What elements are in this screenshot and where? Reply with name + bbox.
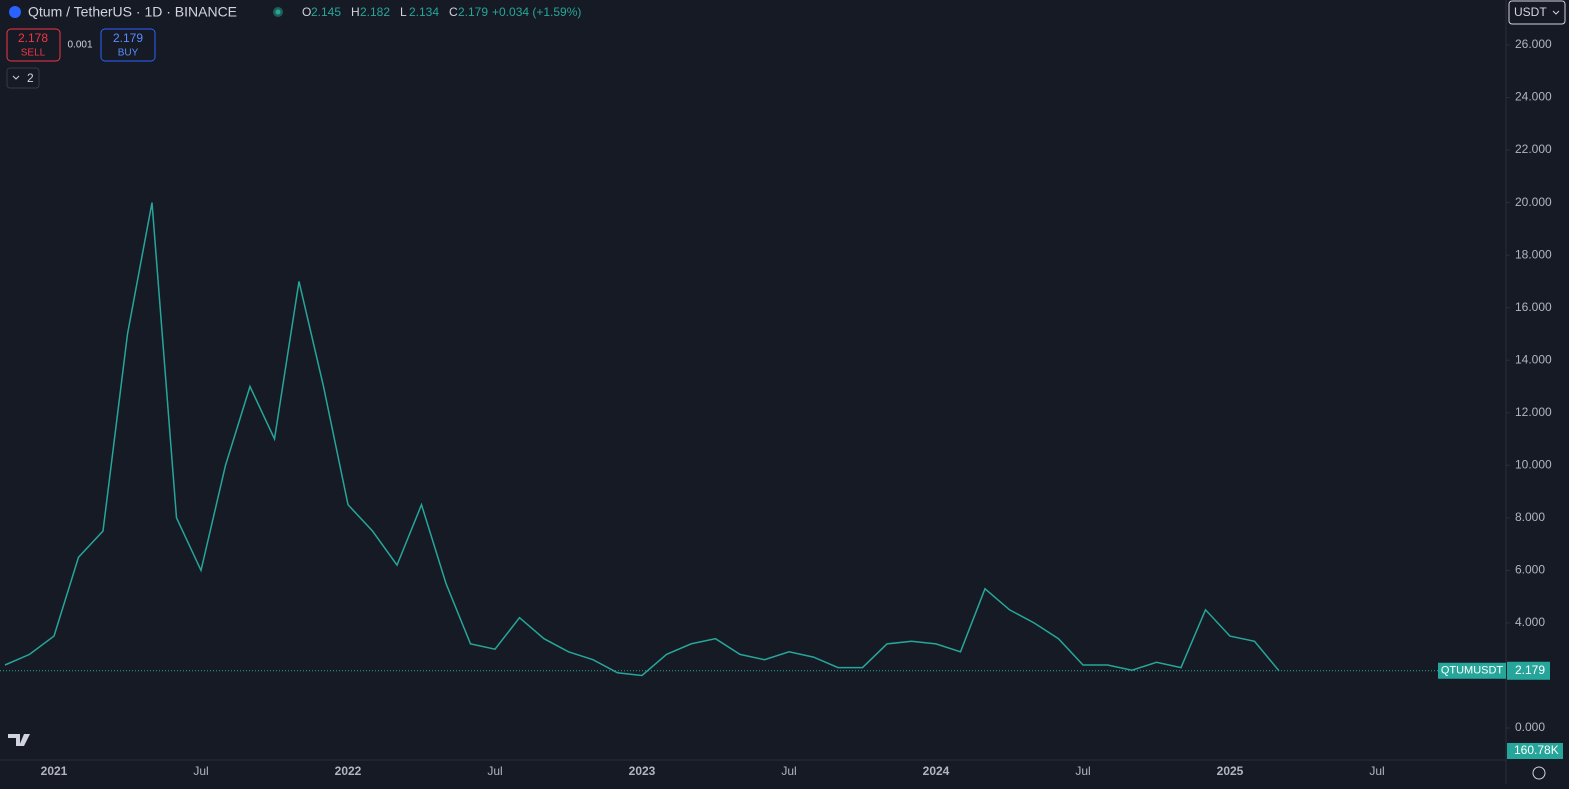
y-tick-label: 24.000 [1515,90,1552,104]
y-tick-label: 12.000 [1515,405,1552,419]
y-tick-label: 4.000 [1515,615,1545,629]
x-tick-label: 2025 [1217,764,1244,778]
ohlc-letter: H [351,5,360,19]
buy-button[interactable] [100,28,156,62]
x-tick-label: 2024 [923,764,950,778]
buy-label: BUY [118,48,139,59]
sell-button[interactable] [6,28,61,62]
change: +0.034 (+1.59%) [492,5,581,19]
ohlc-legend: O 2.145 H 2.182 L 2.134 C 2.179 +0.034 (+1.59%) [302,5,581,19]
volume-label-bg [1507,743,1563,759]
y-tick-label: 0.000 [1515,720,1545,734]
volume-label: 160.78K [1514,743,1559,757]
chevron-icon [12,75,20,80]
price-label-bg [1507,661,1550,680]
y-tick-label: 6.000 [1515,563,1545,577]
buy-price: 2.179 [113,31,143,45]
symbol-label: QTUMUSDT [1441,665,1504,677]
currency-select[interactable] [1508,0,1566,25]
ohlc-value: 2.179 [458,5,488,19]
y-tick-label: 20.000 [1515,195,1552,209]
x-tick-label: 2022 [335,764,362,778]
y-tick-label: 16.000 [1515,300,1552,314]
sell-label: SELL [21,48,46,59]
x-tick-label: Jul [193,764,208,778]
chevron-icon [1552,10,1560,15]
y-tick-label: 26.000 [1515,37,1552,51]
sell-price: 2.178 [18,31,48,45]
ohlc-letter: O [302,5,311,19]
y-tick-label: 22.000 [1515,142,1552,156]
indicator-count: 2 [27,71,34,85]
symbol-label-bg [1438,662,1506,679]
x-tick-label: Jul [487,764,502,778]
ohlc-value: 2.134 [409,5,439,19]
y-tick-label: 18.000 [1515,247,1552,261]
price-label: 2.179 [1515,663,1545,677]
ohlc-letter: C [449,5,458,19]
x-tick-label: 2021 [41,764,68,778]
ohlc-letter: L [400,5,407,19]
spread: 0.001 [67,40,92,51]
x-tick-label: Jul [1369,764,1384,778]
x-tick-label: Jul [781,764,796,778]
y-tick-label: 14.000 [1515,352,1552,366]
y-tick-label: 10.000 [1515,457,1552,471]
currency: USDT [1514,5,1547,19]
y-tick-label: 8.000 [1515,510,1545,524]
settings-icon[interactable] [1532,766,1546,780]
x-tick-label: Jul [1075,764,1090,778]
symbol-title: Qtum / TetherUS · 1D · BINANCE [28,4,237,20]
symbol-icon [9,6,21,18]
price-line [4,202,1280,677]
x-tick-label: 2023 [629,764,656,778]
indicator-toggle[interactable] [6,67,40,89]
ohlc-value: 2.145 [311,5,341,19]
status-dot-inner [275,9,281,15]
ohlc-value: 2.182 [360,5,390,19]
logo [8,734,30,746]
